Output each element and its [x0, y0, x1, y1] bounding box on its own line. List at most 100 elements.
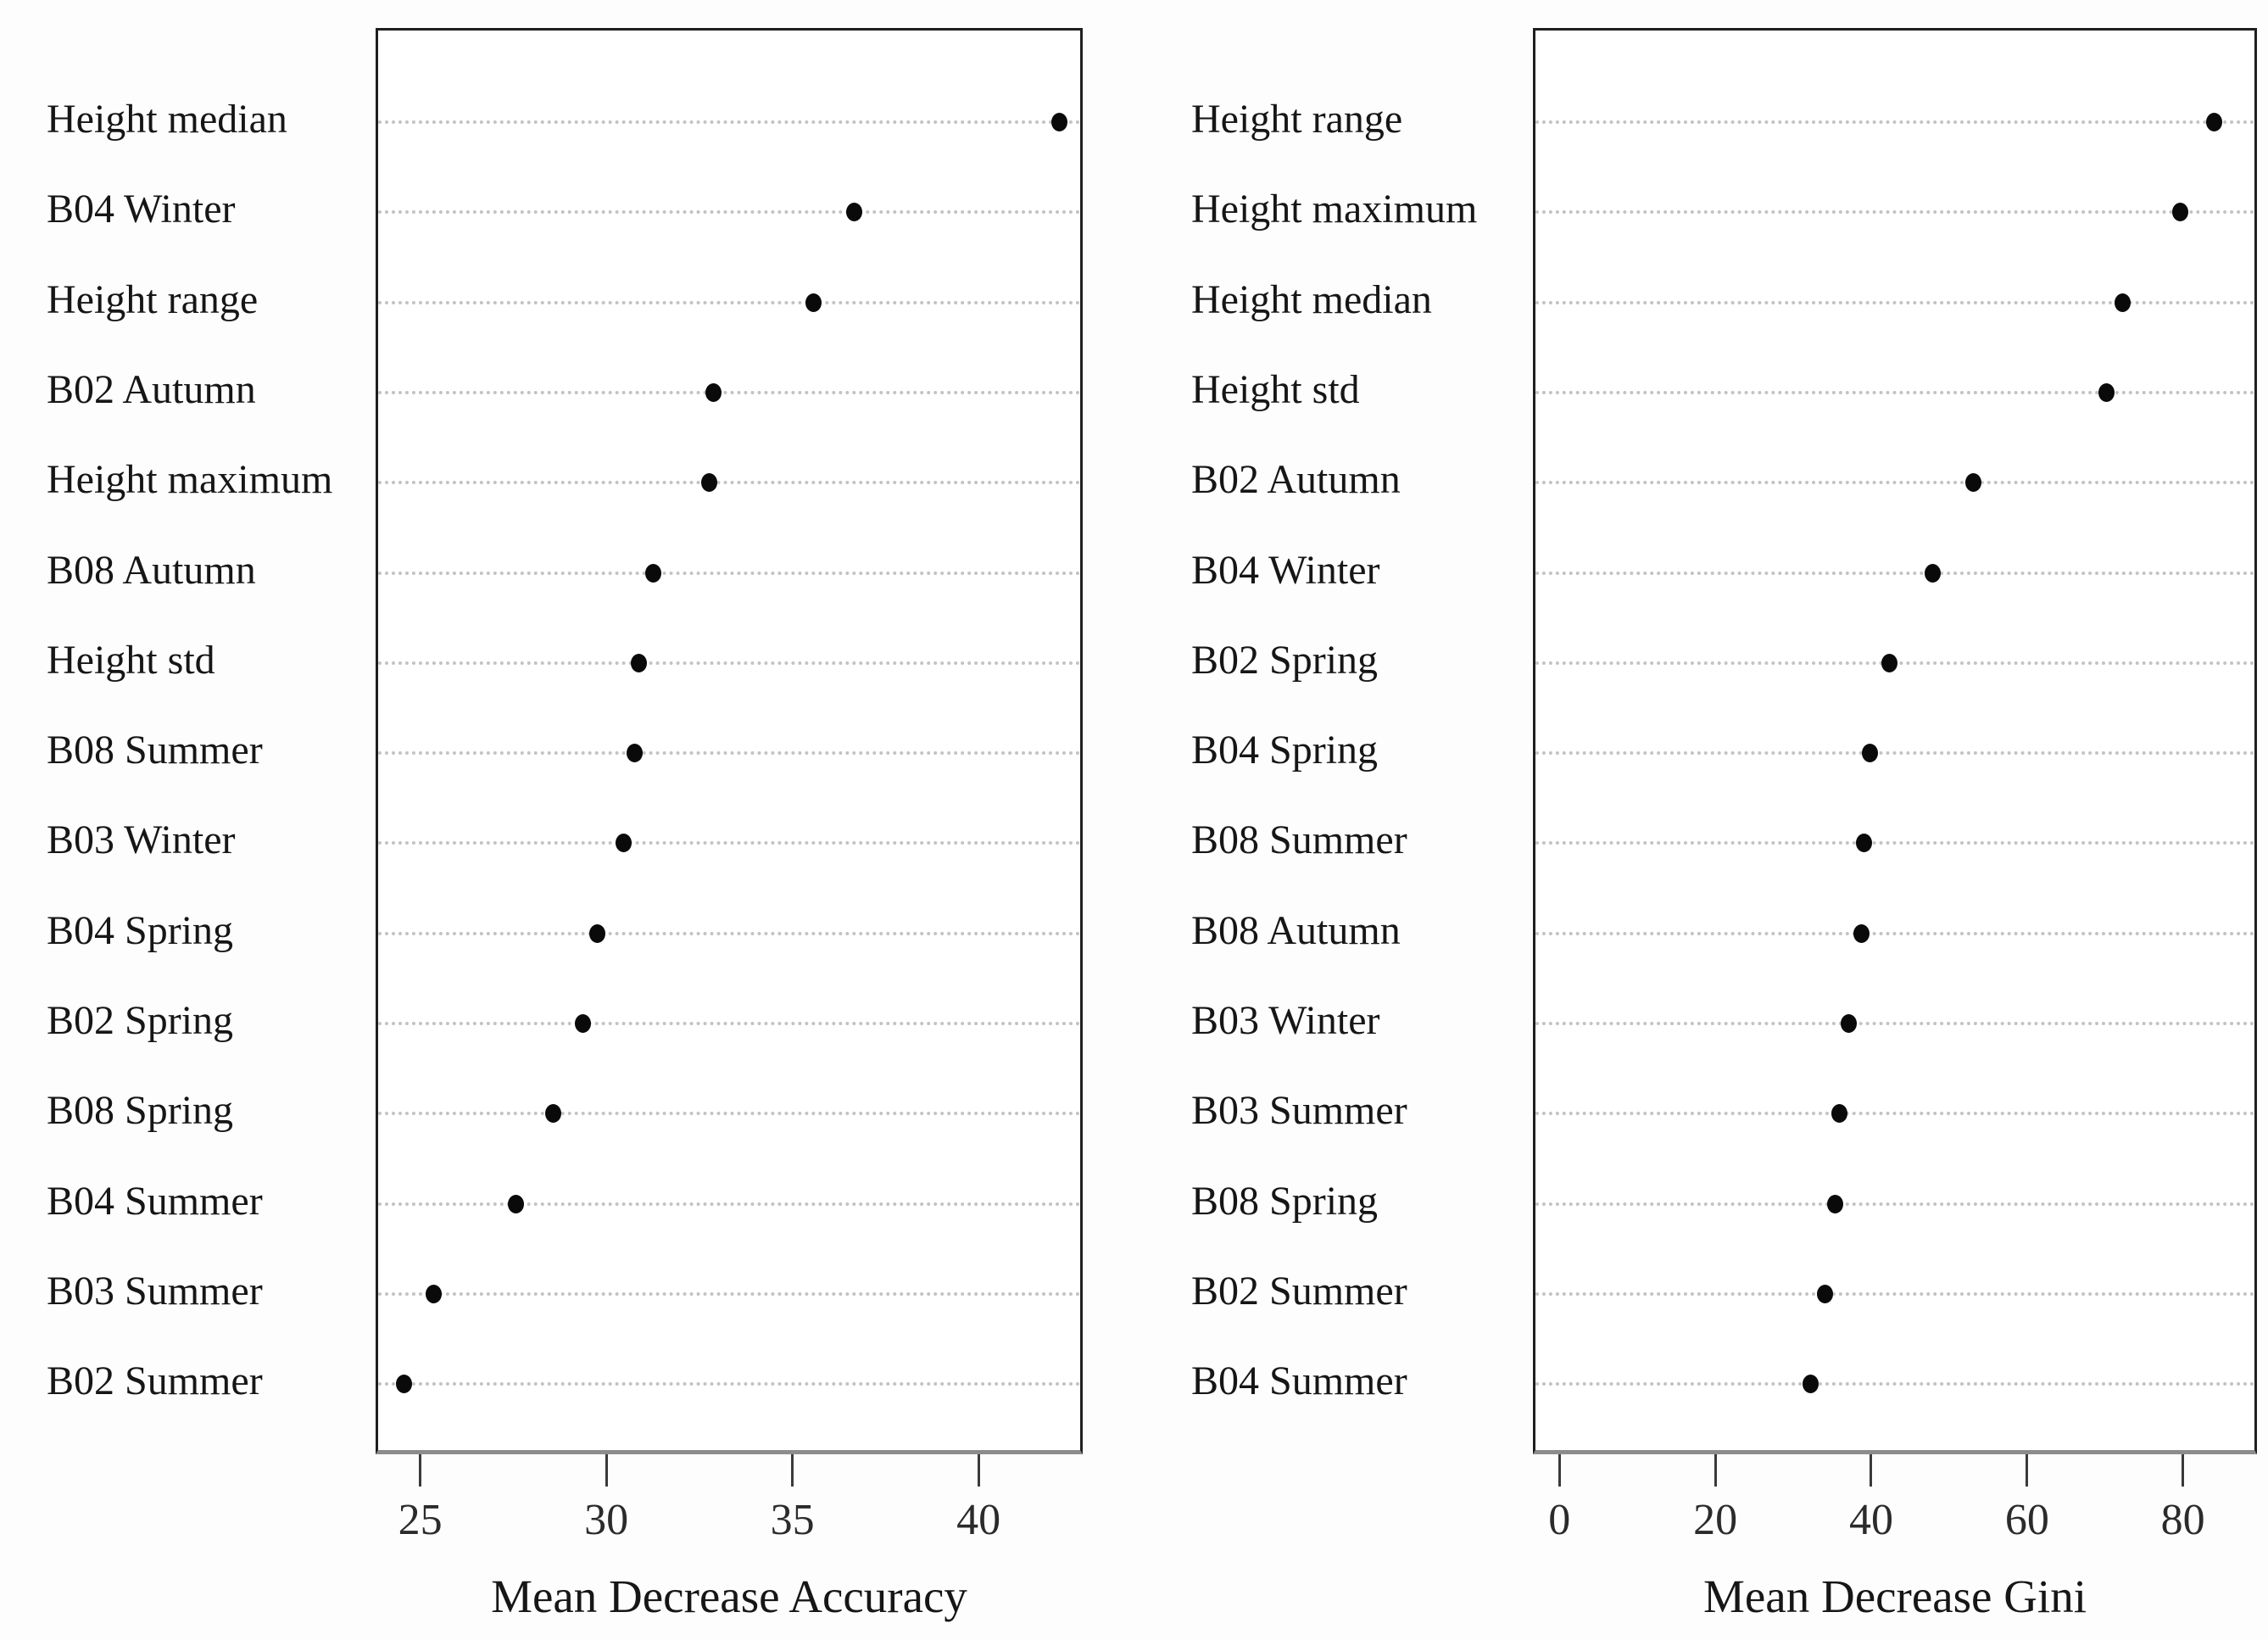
x-axis-tick [2182, 1454, 2185, 1487]
gridline [1535, 1291, 2254, 1296]
row-label: B08 Autumn [1191, 907, 1401, 953]
row-label: B03 Winter [47, 817, 236, 863]
data-point [630, 653, 647, 672]
row-label: Height maximum [1191, 187, 1478, 232]
gridline [1535, 1022, 2254, 1025]
row-label: B02 Spring [1191, 637, 1379, 683]
gridline [1535, 841, 2254, 845]
data-point [574, 1014, 591, 1033]
row-label: B08 Summer [1191, 817, 1407, 863]
data-point [616, 834, 632, 853]
row-label: Height range [47, 276, 259, 322]
gridline [1535, 1202, 2254, 1206]
data-point [705, 382, 722, 402]
row-label: B08 Spring [1191, 1178, 1379, 1224]
gridline [1535, 120, 2254, 124]
row-label: B03 Summer [47, 1268, 263, 1314]
gridline [1535, 931, 2254, 935]
x-axis-tick [605, 1454, 608, 1487]
x-axis-tick-label: 25 [398, 1496, 443, 1544]
data-point [1831, 1104, 1847, 1124]
gridline [378, 571, 1080, 575]
data-point [701, 473, 718, 493]
gridline [378, 931, 1080, 935]
x-axis-tick-label: 30 [584, 1496, 629, 1544]
data-point [805, 293, 822, 312]
gridline [378, 300, 1080, 304]
x-axis-title: Mean Decrease Gini [1702, 1570, 2087, 1622]
data-point [2114, 293, 2131, 312]
row-label: Height maximum [47, 457, 333, 503]
data-point [1050, 113, 1067, 131]
row-label: Height median [1191, 276, 1432, 322]
row-label: B02 Autumn [1191, 457, 1401, 503]
x-axis-tick [977, 1454, 980, 1487]
data-point [627, 744, 644, 763]
x-axis-tick-label: 60 [2004, 1496, 2049, 1544]
x-axis-tick-label: 20 [1693, 1496, 1738, 1544]
gridline [378, 120, 1080, 124]
row-label: B04 Summer [1191, 1358, 1407, 1404]
row-label: B03 Winter [1191, 998, 1380, 1043]
row-label: B02 Summer [1191, 1268, 1407, 1314]
gridline [378, 1291, 1080, 1296]
gridline [1535, 481, 2254, 485]
gridline [378, 481, 1080, 485]
data-point [1853, 923, 1870, 943]
row-label: Height median [47, 97, 287, 142]
plot-box [376, 28, 1083, 1454]
data-point [1881, 653, 1897, 672]
gridline [1535, 1382, 2254, 1386]
x-axis-tick [1714, 1454, 1717, 1487]
data-point [1817, 1284, 1834, 1303]
row-label: B02 Autumn [47, 366, 256, 412]
row-label: B08 Summer [47, 728, 263, 773]
x-axis-tick [1558, 1454, 1561, 1487]
gridline [1535, 300, 2254, 304]
row-label: B02 Summer [47, 1358, 263, 1404]
data-point [2098, 382, 2115, 402]
x-axis-tick [1870, 1454, 1873, 1487]
row-label: B02 Spring [47, 998, 234, 1043]
gridline [378, 1382, 1080, 1386]
row-label: B08 Autumn [47, 547, 256, 593]
gridline [1535, 751, 2254, 756]
row-label: Height range [1191, 97, 1403, 142]
row-label: B04 Winter [47, 187, 236, 232]
x-axis-tick [791, 1454, 794, 1487]
data-point [396, 1375, 413, 1394]
plot-box [1533, 28, 2257, 1454]
data-point [1803, 1375, 1819, 1394]
row-label: B04 Winter [1191, 547, 1380, 593]
gridline [378, 751, 1080, 756]
x-axis-tick [419, 1454, 422, 1487]
x-axis-title: Mean Decrease Accuracy [491, 1570, 967, 1622]
gridline [378, 390, 1080, 394]
data-point [544, 1104, 561, 1124]
gridline [378, 661, 1080, 665]
gridline [1535, 1112, 2254, 1116]
row-label: B03 Summer [1191, 1088, 1407, 1134]
gridline [1535, 390, 2254, 394]
x-axis-tick-label: 80 [2160, 1496, 2205, 1544]
gridline [378, 1022, 1080, 1025]
row-label: Height std [47, 637, 215, 683]
data-point [1861, 744, 1878, 763]
row-label: Height std [1191, 366, 1360, 412]
row-label: B04 Summer [47, 1178, 263, 1224]
gridline [378, 841, 1080, 845]
x-axis-tick-label: 40 [1848, 1496, 1893, 1544]
data-point [1925, 563, 1942, 583]
gridline [378, 1112, 1080, 1116]
x-axis-tick-label: 35 [770, 1496, 815, 1544]
data-point [1965, 473, 1982, 493]
gridline [378, 210, 1080, 215]
x-axis-tick-label: 0 [1548, 1496, 1571, 1544]
data-point [1827, 1194, 1844, 1213]
data-point [426, 1284, 443, 1303]
data-point [645, 563, 662, 583]
data-point [507, 1194, 524, 1213]
data-point [846, 203, 863, 222]
row-label: B08 Spring [47, 1088, 234, 1134]
